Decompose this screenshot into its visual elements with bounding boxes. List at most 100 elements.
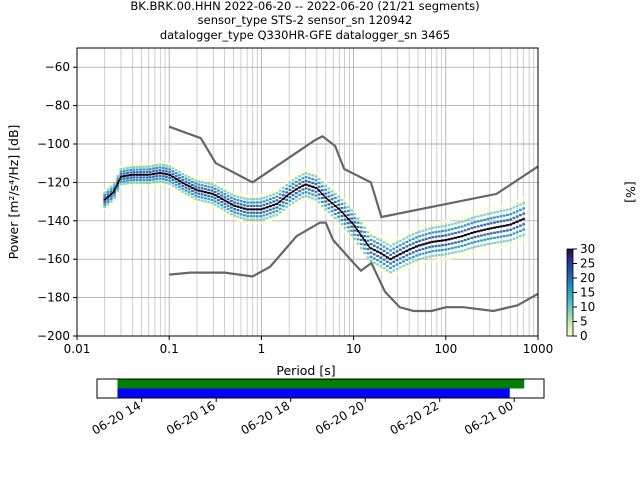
psd-density-cell [405,236,409,239]
psd-density-cell [447,243,451,246]
psd-density-cell [480,214,483,217]
psd-density-cell [320,189,324,192]
psd-density-cell [509,228,513,231]
psd-density-cell [168,179,172,182]
psd-density-cell [418,239,422,242]
psd-density-cell [457,231,461,234]
psd-density-cell [220,191,224,194]
psd-density-cell [320,208,324,211]
psd-density-cell [424,247,428,250]
psd-density-cell [113,184,116,187]
psd-density-cell [470,212,474,215]
psd-density-cell [301,192,305,195]
psd-density-cell [376,241,379,245]
psd-density-cell [402,269,405,272]
psd-density-cell [496,241,500,244]
psd-density-cell [119,183,123,186]
psd-density-cell [343,202,347,205]
psd-density-cell [515,231,519,234]
psd-density-cell [499,245,503,249]
psd-density-cell [129,184,133,187]
psd-density-cell [376,263,379,266]
psd-density-cell [187,197,191,200]
psd-density-cell [223,196,227,199]
psd-density-cell [460,240,464,243]
psd-density-cell [389,240,392,243]
psd-density-cell [220,200,224,204]
psd-density-cell [499,220,503,223]
psd-density-cell [236,192,240,195]
psd-density-cell [249,198,253,201]
psd-density-cell [343,222,347,225]
psd-density-cell [405,267,409,270]
psd-density-cell [382,258,386,261]
psd-density-cell [463,224,467,227]
psd-density-cell [210,202,214,205]
psd-density-cell [187,182,191,185]
psd-density-cell [288,177,292,180]
psd-density-cell [444,248,448,251]
psd-density-cell [165,167,168,170]
psd-density-cell [233,198,237,201]
psd-density-cell [171,167,175,170]
psd-density-cell [311,193,315,196]
psd-density-cell [246,194,250,197]
psd-density-cell [327,203,331,206]
psd-density-cell [483,233,487,236]
psd-density-cell [509,202,513,205]
psd-density-cell [135,165,139,169]
psd-density-cell [330,210,334,213]
psd-density-cell [463,248,467,251]
psd-density-cell [346,222,350,225]
psd-density-cell [418,226,422,229]
psd-density-cell [200,184,204,187]
psd-density-cell [366,260,370,263]
psd-density-cell [142,171,146,174]
psd-density-cell [350,229,353,232]
psd-density-cell [359,247,363,250]
psd-density-cell [457,250,461,253]
psd-density-cell [291,186,295,189]
psd-density-cell [291,197,295,200]
psd-density-cell [418,230,422,233]
psd-density-cell [337,215,340,218]
psd-density-cell [213,206,217,209]
psd-density-cell [139,165,142,168]
psd-density-cell [395,245,399,249]
psd-density-cell [294,203,298,206]
psd-density-cell [496,220,500,224]
low-noise-model-line [169,221,538,313]
psd-density-cell [207,201,211,204]
psd-density-cell [509,218,513,221]
psd-density-cell [340,206,344,210]
psd-density-cell [230,212,233,216]
psd-density-cell [135,176,139,179]
psd-density-cell [463,253,467,256]
psd-density-cell [369,264,373,267]
psd-density-cell [363,230,366,234]
psd-density-cell [454,255,457,259]
psd-density-cell [372,240,376,243]
psd-density-cell [178,171,181,174]
psd-density-cell [178,173,181,177]
psd-density-cell [106,198,110,201]
psd-density-cell [506,208,509,211]
psd-density-cell [268,208,272,211]
psd-density-cell [275,217,279,220]
psd-density-cell [298,175,302,178]
psd-density-cell [230,199,233,203]
psd-density-cell [294,191,298,195]
psd-density-cell [281,208,285,211]
psd-density-cell [122,172,126,175]
psd-density-cell [174,169,178,172]
psd-density-cell [272,193,276,196]
psd-density-cell [213,181,217,184]
psd-density-cell [372,257,376,260]
psd-density-cell [223,189,227,193]
psd-density-cell [265,220,269,223]
psd-density-cell [317,185,321,188]
psd-density-cell [204,194,207,197]
psd-density-cell [142,163,146,166]
psd-density-cell [512,201,516,204]
psd-density-cell [340,219,344,222]
